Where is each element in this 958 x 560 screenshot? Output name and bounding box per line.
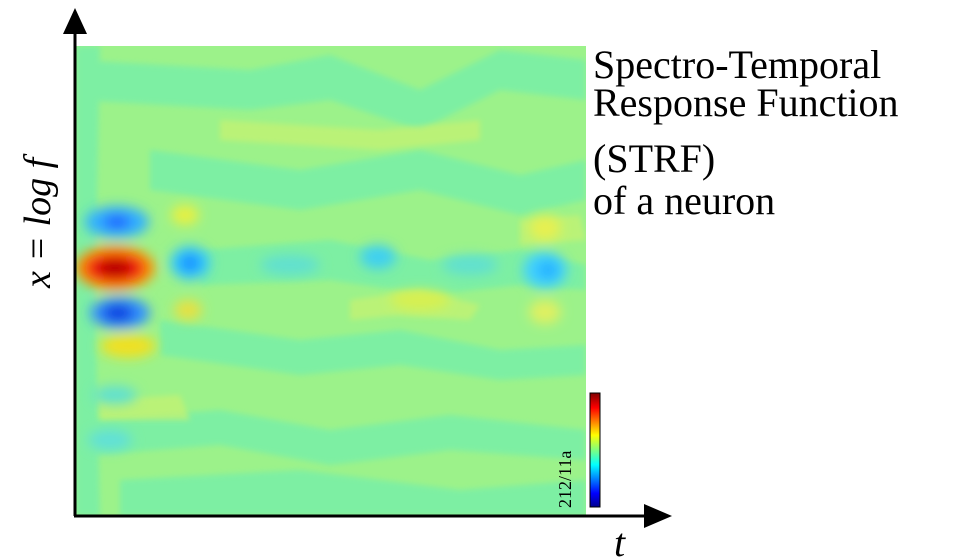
title-line: of a neuron: [593, 178, 775, 223]
title-line: (STRF): [593, 136, 715, 181]
colorbar: [589, 392, 601, 508]
title-line: Spectro-Temporal: [593, 42, 881, 87]
colorbar-label: 212/11a: [555, 451, 575, 508]
strf-heatmap: [76, 46, 586, 516]
title-line: Response Function: [593, 80, 899, 125]
y-arrow: [63, 8, 87, 34]
y-axis-label: x = log f: [17, 153, 59, 289]
x-arrow: [644, 504, 672, 528]
axes: [63, 8, 672, 528]
x-axis-label: t: [614, 520, 626, 560]
title: Spectro-Temporal Response Function (STRF…: [593, 42, 899, 223]
